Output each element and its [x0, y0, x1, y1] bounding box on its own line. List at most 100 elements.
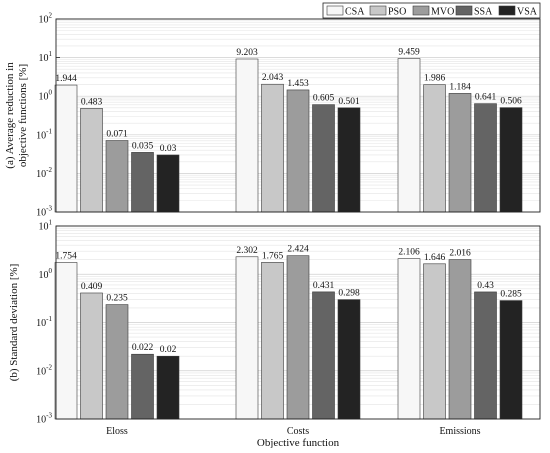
- y-tick-base: 10: [39, 15, 49, 26]
- y-tick-base: 10: [36, 208, 46, 219]
- x-tick-label: Emissions: [439, 426, 480, 437]
- data-label: 0.483: [81, 97, 103, 107]
- legend-swatch-pso: [369, 5, 387, 16]
- y-tick-base: 10: [39, 222, 49, 233]
- bar-ssa-emissions: [474, 291, 497, 420]
- data-label: 0.03: [160, 144, 177, 154]
- y-tick-label: 100: [39, 267, 53, 281]
- y-tick-exponent: 2: [49, 12, 53, 20]
- data-label: 1.765: [262, 251, 284, 261]
- bar-pso-eloss: [80, 292, 103, 420]
- data-label: 0.235: [106, 294, 128, 304]
- data-label: 0.285: [500, 290, 522, 300]
- bar-ssa-eloss: [131, 152, 154, 213]
- bar-pso-eloss: [80, 108, 103, 213]
- bar-vsa-emissions: [499, 107, 523, 213]
- bar-mvo-eloss: [105, 140, 129, 213]
- bar-vsa-costs: [337, 299, 361, 420]
- data-label: 9.459: [398, 48, 420, 58]
- data-label: 0.501: [338, 97, 360, 107]
- data-label: 9.203: [236, 48, 258, 58]
- y-tick-exponent: 1: [49, 50, 53, 58]
- data-label: 1.944: [55, 74, 77, 84]
- data-label: 1.646: [424, 253, 446, 263]
- data-label: 0.409: [81, 282, 103, 292]
- data-label: 0.43: [477, 281, 494, 291]
- y-tick-label: 10-2: [36, 166, 52, 180]
- data-label: 1.986: [424, 74, 446, 84]
- y-tick-exponent: -2: [46, 166, 52, 174]
- legend-label-vsa: VSA: [517, 7, 538, 18]
- data-label: 0.605: [313, 94, 335, 104]
- legend-label-csa: CSA: [345, 7, 365, 18]
- x-tick-label: Eloss: [106, 426, 128, 437]
- y-tick-base: 10: [36, 366, 46, 377]
- bar-mvo-emissions: [448, 93, 472, 213]
- y-tick-base: 10: [36, 415, 46, 426]
- data-label: 0.641: [475, 93, 497, 103]
- plot-frame: [55, 18, 541, 213]
- bar-mvo-eloss: [105, 304, 129, 420]
- data-label: 2.016: [449, 249, 471, 259]
- legend-swatch-mvo: [412, 5, 430, 16]
- y-tick-exponent: 1: [49, 219, 53, 227]
- legend-label-ssa: SSA: [474, 7, 493, 18]
- y-tick-base: 10: [36, 318, 46, 329]
- bar-mvo-costs: [286, 89, 310, 213]
- y-tick-exponent: -3: [46, 412, 52, 420]
- y-tick-base: 10: [36, 169, 46, 180]
- legend-swatch-ssa: [455, 5, 473, 16]
- y-tick-base: 10: [39, 92, 49, 103]
- bar-mvo-costs: [286, 255, 310, 420]
- data-label: 0.022: [132, 343, 154, 353]
- data-label: 2.302: [236, 246, 258, 256]
- y-tick-exponent: -2: [46, 363, 52, 371]
- bar-ssa-eloss: [131, 353, 154, 420]
- bar-pso-costs: [261, 262, 284, 420]
- y-tick-label: 10-3: [36, 412, 52, 426]
- bar-pso-emissions: [423, 263, 446, 420]
- y-axis-title: (b) Standard deviation [%]: [8, 264, 20, 382]
- data-label: 0.298: [338, 289, 360, 299]
- bar-pso-emissions: [423, 84, 446, 213]
- bar-csa-eloss: [54, 84, 78, 213]
- data-label: 1.754: [55, 251, 77, 261]
- data-label: 0.02: [160, 345, 177, 355]
- data-label: 0.506: [500, 97, 522, 107]
- data-label: 2.106: [398, 248, 420, 258]
- y-tick-base: 10: [36, 130, 46, 141]
- y-tick-base: 10: [39, 53, 49, 64]
- legend-swatch-csa: [326, 5, 344, 16]
- y-tick-label: 10-2: [36, 363, 52, 377]
- bar-mvo-emissions: [448, 259, 472, 420]
- data-label: 0.431: [313, 281, 335, 291]
- bar-vsa-eloss: [156, 355, 180, 420]
- x-tick-label: Costs: [287, 426, 309, 437]
- y-tick-exponent: -1: [46, 127, 52, 135]
- bar-pso-costs: [261, 83, 284, 213]
- data-label: 0.035: [132, 141, 154, 151]
- bar-vsa-eloss: [156, 154, 180, 213]
- bar-ssa-costs: [312, 291, 335, 420]
- y-axis-title-line2: objective functions [%]: [17, 64, 29, 167]
- plot-frame: [55, 225, 541, 420]
- bar-ssa-costs: [312, 104, 335, 213]
- y-tick-label: 101: [39, 50, 53, 64]
- bar-csa-eloss: [54, 262, 78, 420]
- legend-label-mvo: MVO: [431, 7, 454, 18]
- bar-ssa-emissions: [474, 103, 497, 213]
- y-tick-label: 10-1: [36, 315, 52, 329]
- bar-vsa-costs: [337, 107, 361, 213]
- y-tick-label: 10-3: [36, 205, 52, 219]
- data-label: 2.424: [287, 245, 309, 255]
- y-tick-label: 100: [39, 89, 53, 103]
- data-label: 0.071: [106, 130, 128, 140]
- y-axis-title: (a) Average reduction in: [4, 62, 16, 169]
- y-tick-label: 102: [39, 12, 53, 26]
- y-tick-exponent: -3: [46, 205, 52, 213]
- y-tick-base: 10: [39, 270, 49, 281]
- bar-csa-emissions: [397, 258, 421, 420]
- data-label: 1.453: [287, 79, 309, 89]
- bar-vsa-emissions: [499, 300, 523, 420]
